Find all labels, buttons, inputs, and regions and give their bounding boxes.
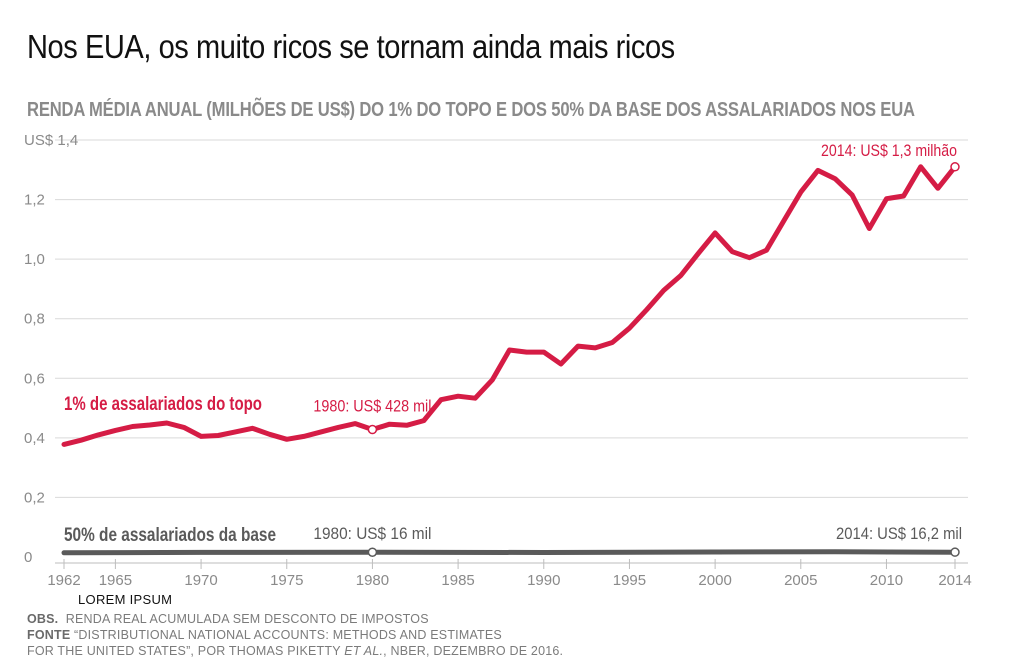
annotation-label: 1980: US$ 16 mil bbox=[313, 524, 431, 543]
chart-title: Nos EUA, os muito ricos se tornam ainda … bbox=[27, 28, 675, 65]
x-tick-label: 1995 bbox=[613, 572, 646, 589]
y-tick-label: 0,2 bbox=[24, 489, 45, 506]
y-tick-label: 0 bbox=[24, 549, 32, 566]
x-tick-label: 2014 bbox=[938, 572, 971, 589]
x-tick-label: 1962 bbox=[47, 572, 80, 589]
line-chart: 00,20,40,60,81,01,2US$ 1,4 1962 1965 1970 1… bbox=[24, 132, 972, 589]
series-line-bottom-50pct bbox=[61, 549, 958, 556]
y-tick-label: 0,6 bbox=[24, 370, 45, 387]
y-tick-label: 1,0 bbox=[24, 251, 45, 268]
y-tick-label: 1,2 bbox=[24, 192, 45, 209]
placeholder-label: LOREM IPSUM bbox=[78, 592, 173, 607]
x-tick-label: 1970 bbox=[184, 572, 217, 589]
x-tick-label: 1975 bbox=[270, 572, 303, 589]
annotation-point bbox=[950, 162, 960, 172]
grid-lines bbox=[55, 139, 968, 498]
fonte-label: FONTE bbox=[27, 628, 71, 642]
annotation-label: 2014: US$ 16,2 mil bbox=[836, 524, 962, 543]
annotation-label: 2014: US$ 1,3 milhão bbox=[821, 141, 957, 160]
obs-note: OBS. RENDA REAL ACUMULADA SEM DESCONTO D… bbox=[27, 611, 563, 627]
x-tick-label: 1990 bbox=[527, 572, 560, 589]
fonte-etal: ET AL. bbox=[344, 644, 384, 658]
obs-label: OBS. bbox=[27, 612, 59, 626]
x-tick-label: 2010 bbox=[870, 572, 903, 589]
fonte-note-cont: FOR THE UNITED STATES”, POR THOMAS PIKET… bbox=[27, 643, 563, 659]
y-tick-label: 0,8 bbox=[24, 311, 45, 328]
series-label-top: 1% de assalariados do topo bbox=[64, 394, 262, 415]
x-tick-label: 1965 bbox=[99, 572, 132, 589]
chart-subtitle: RENDA MÉDIA ANUAL (MILHÕES DE US$) DO 1%… bbox=[27, 99, 915, 121]
chart-labels: 1% de assalariados do topo 50% de assalar… bbox=[64, 141, 962, 557]
y-tick-label: 0,4 bbox=[24, 430, 45, 447]
series-line-top-1pct bbox=[61, 164, 958, 447]
fonte-note: FONTE “DISTRIBUTIONAL NATIONAL ACCOUNTS:… bbox=[27, 627, 563, 643]
x-tick-label: 2005 bbox=[784, 572, 817, 589]
annotation-label: 1980: US$ 428 mil bbox=[313, 397, 431, 416]
annotation-point bbox=[950, 547, 960, 557]
x-axis: 1962 1965 1970 1975 1980 1985 1990 1995 2000 2005… bbox=[47, 559, 972, 589]
annotation-point bbox=[367, 424, 378, 435]
obs-text: RENDA REAL ACUMULADA SEM DESCONTO DE IMP… bbox=[65, 612, 429, 626]
annotation-point bbox=[367, 547, 378, 557]
x-tick-label: 1985 bbox=[441, 572, 474, 589]
x-tick-label: 2000 bbox=[698, 572, 731, 589]
series-label-bottom: 50% de assalariados da base bbox=[64, 525, 276, 546]
fonte-line1: “DISTRIBUTIONAL NATIONAL ACCOUNTS: METHO… bbox=[74, 628, 502, 642]
series-lines bbox=[61, 164, 958, 556]
fonte-line2a: FOR THE UNITED STATES”, POR THOMAS PIKET… bbox=[27, 644, 345, 658]
x-tick-label: 1980 bbox=[356, 572, 389, 589]
y-axis-ticks: 0 0,2 0,4 0,6 0,8 1,0 1,2 US$ 1,4 bbox=[24, 132, 78, 566]
y-tick-label: US$ 1,4 bbox=[24, 132, 78, 149]
chart-notes: OBS. RENDA REAL ACUMULADA SEM DESCONTO D… bbox=[27, 611, 563, 659]
fonte-line2b: , NBER, DEZEMBRO DE 2016. bbox=[383, 644, 564, 658]
